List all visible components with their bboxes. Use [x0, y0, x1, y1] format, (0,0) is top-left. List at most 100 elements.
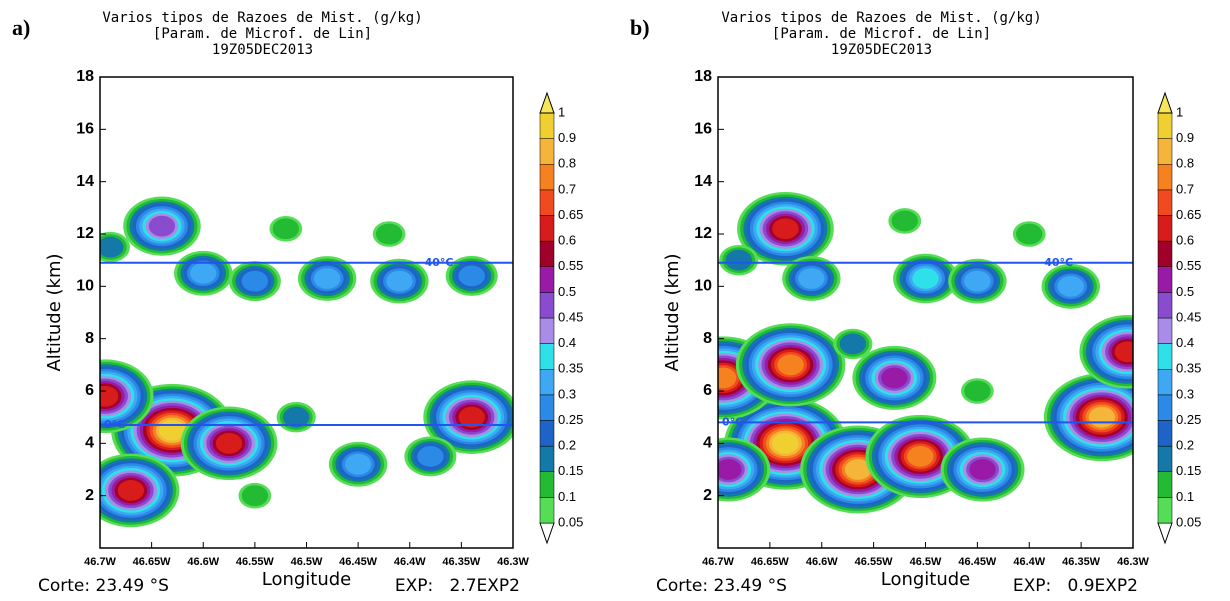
y-axis-label: Altitude (km): [44, 253, 65, 371]
y-tick-label: 10: [694, 278, 712, 295]
filled-contour: [772, 218, 799, 240]
colorbar-label: 0.35: [1176, 361, 1201, 376]
footer-right: EXP: 2.7EXP2: [395, 576, 520, 596]
colorbar-label: 0.4: [558, 335, 576, 350]
x-axis-label: Longitude: [262, 569, 352, 590]
x-tick-label: 46.6W: [806, 556, 838, 568]
colorbar-label: 0.1: [1176, 489, 1194, 504]
x-tick-label: 46.55W: [236, 556, 275, 568]
colorbar-label: 0.55: [1176, 258, 1201, 273]
x-tick-label: 46.3W: [1117, 556, 1149, 568]
x-tick-label: 46.35W: [1062, 556, 1101, 568]
colorbar-swatch: [539, 112, 555, 139]
y-tick-label: 12: [76, 225, 94, 242]
chart-title: 19Z05DEC2013: [831, 42, 932, 58]
colorbar-label: 0.6: [1176, 233, 1194, 248]
x-tick-label: 46.45W: [339, 556, 378, 568]
x-tick-label: 46.65W: [133, 556, 172, 568]
plot-area: [718, 191, 1133, 514]
chart-title: [Param. de Microf. de Lin]: [772, 26, 991, 42]
colorbar-label: 0.25: [1176, 412, 1201, 427]
colorbar-label: 0.05: [558, 514, 583, 529]
footer-left: Corte: 23.49 °S: [656, 576, 787, 596]
plot-area: [100, 196, 513, 528]
filled-contour: [190, 262, 217, 284]
colorbar-label: 0.25: [558, 412, 583, 427]
chart-title: 19Z05DEC2013: [212, 42, 313, 58]
colorbar-swatch: [539, 497, 555, 524]
colorbar-swatch: [539, 138, 555, 165]
y-tick-label: 18: [694, 68, 712, 85]
colorbar-swatch: [1157, 343, 1173, 370]
colorbar-swatch: [1157, 394, 1173, 421]
filled-contour: [1088, 406, 1116, 428]
colorbar-swatch: [1157, 266, 1173, 293]
filled-contour: [1114, 341, 1133, 363]
colorbar-label: 0.7: [1176, 181, 1194, 196]
colorbar-swatch: [1157, 471, 1173, 498]
colorbar-swatch: [1157, 369, 1173, 396]
filled-contour: [798, 268, 825, 289]
x-tick-label: 46.5W: [910, 556, 942, 568]
y-tick-label: 6: [85, 382, 94, 399]
panel-label: a): [12, 15, 30, 40]
colorbar-swatch: [539, 266, 555, 293]
y-tick-label: 10: [76, 278, 94, 295]
filled-contour: [777, 354, 804, 376]
colorbar-label: 1: [1176, 104, 1183, 119]
colorbar-label: 0.8: [558, 156, 576, 171]
filled-contour: [891, 210, 918, 232]
filled-contour: [117, 480, 145, 501]
isotherm-label: -40°C: [1040, 256, 1073, 269]
colorbar-label: 0.45: [1176, 309, 1201, 324]
colorbar-swatch: [1157, 420, 1173, 447]
filled-contour: [969, 459, 996, 480]
colorbar-swatch: [539, 471, 555, 498]
colorbar-label: 0.15: [1176, 463, 1201, 478]
y-tick-label: 4: [703, 435, 712, 452]
y-tick-label: 14: [694, 173, 712, 190]
filled-contour: [272, 218, 300, 240]
colorbar-label: 0.3: [558, 386, 576, 401]
colorbar-swatch: [1157, 445, 1173, 472]
colorbar-swatch: [539, 317, 555, 344]
x-tick-label: 46.6W: [187, 556, 219, 568]
x-tick-label: 46.3W: [497, 556, 529, 568]
y-tick-label: 2: [85, 487, 94, 504]
colorbar-label: 0.15: [558, 463, 583, 478]
panel: b) Varios tipos de Razoes de Mist. (g/kg)…: [630, 10, 1201, 596]
colorbar-swatch: [1157, 215, 1173, 242]
x-axis-label: Longitude: [881, 569, 971, 590]
filled-contour: [215, 432, 243, 454]
colorbar-extension: [539, 522, 555, 545]
filled-contour: [718, 459, 742, 480]
y-tick-label: 6: [703, 382, 712, 399]
y-tick-label: 14: [76, 173, 94, 190]
colorbar-label: 0.9: [558, 130, 576, 145]
y-tick-label: 8: [703, 330, 712, 347]
filled-contour: [241, 485, 269, 507]
colorbar-label: 0.45: [558, 309, 583, 324]
colorbar-label: 0.5: [558, 284, 576, 299]
filled-contour: [725, 249, 752, 271]
isotherm-label: 0°C: [104, 418, 125, 431]
colorbar-swatch: [1157, 189, 1173, 216]
colorbar-label: 1: [558, 104, 565, 119]
y-tick-label: 18: [76, 68, 94, 85]
colorbar-extension: [539, 91, 555, 114]
colorbar-extension: [1157, 91, 1173, 114]
footer-right: EXP: 0.9EXP2: [1013, 576, 1138, 596]
colorbar-label: 0.7: [558, 181, 576, 196]
filled-contour: [458, 406, 485, 428]
filled-contour: [100, 236, 124, 258]
colorbar-swatch: [539, 164, 555, 191]
filled-contour: [100, 385, 119, 407]
filled-contour: [386, 270, 413, 292]
filled-contour: [964, 270, 991, 292]
colorbar-label: 0.2: [1176, 438, 1194, 453]
filled-contour: [344, 453, 372, 475]
colorbar-swatch: [539, 420, 555, 447]
y-tick-label: 8: [85, 330, 94, 347]
filled-contour: [458, 265, 485, 287]
